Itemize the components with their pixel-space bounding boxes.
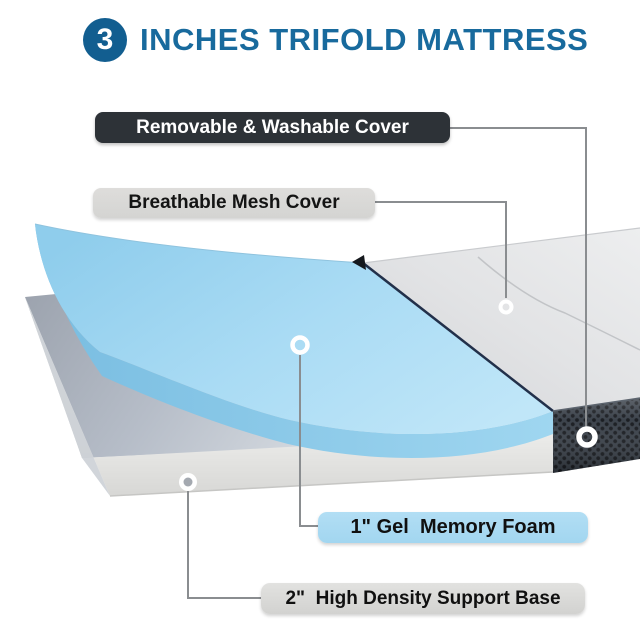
- label-high-density-support-base-text: 2" High Density Support Base: [285, 587, 561, 609]
- inches-badge: 3: [83, 18, 127, 62]
- label-gel-memory-foam: 1" Gel Memory Foam: [318, 512, 588, 543]
- callout-ring-removable-cover-icon: [576, 426, 598, 448]
- mesh-top-edge-line: [362, 227, 640, 264]
- label-high-density-support-base: 2" High Density Support Base: [261, 583, 585, 614]
- base-bottom-edge: [109, 471, 554, 497]
- label-removable-washable-cover: Removable & Washable Cover: [95, 112, 450, 143]
- base-left-bevel: [25, 297, 110, 496]
- label-breathable-mesh-cover: Breathable Mesh Cover: [93, 188, 375, 218]
- label-gel-memory-foam-text: 1" Gel Memory Foam: [350, 516, 556, 538]
- callout-ring-memory-foam-icon: [290, 335, 310, 355]
- inches-badge-number: 3: [96, 23, 114, 56]
- cover-side-band-top-edge: [552, 397, 640, 412]
- callout-ring-mesh-cover-icon: [498, 299, 514, 315]
- callout-line-support-base: [187, 491, 261, 599]
- foam-back-edge-line: [34, 223, 364, 264]
- callout-line-removable-cover: [448, 127, 587, 427]
- callout-line-mesh-cover: [375, 201, 507, 298]
- callout-dot-support-base-icon: [179, 473, 197, 491]
- foam-side-edge: [35, 224, 553, 459]
- page-title: 3 INCHES TRIFOLD MATTRESS: [83, 16, 588, 64]
- mesh-cover-surface: [363, 228, 640, 411]
- callout-line-memory-foam: [299, 355, 318, 527]
- foam-mesh-boundary-line: [362, 262, 554, 412]
- page-title-text: INCHES TRIFOLD MATTRESS: [140, 22, 589, 57]
- mesh-fold-seam: [477, 256, 640, 351]
- foam-top-surface: [35, 224, 553, 435]
- label-removable-washable-cover-text: Removable & Washable Cover: [136, 116, 409, 138]
- cover-corner-notch: [352, 255, 366, 270]
- label-breathable-mesh-cover-text: Breathable Mesh Cover: [128, 192, 340, 213]
